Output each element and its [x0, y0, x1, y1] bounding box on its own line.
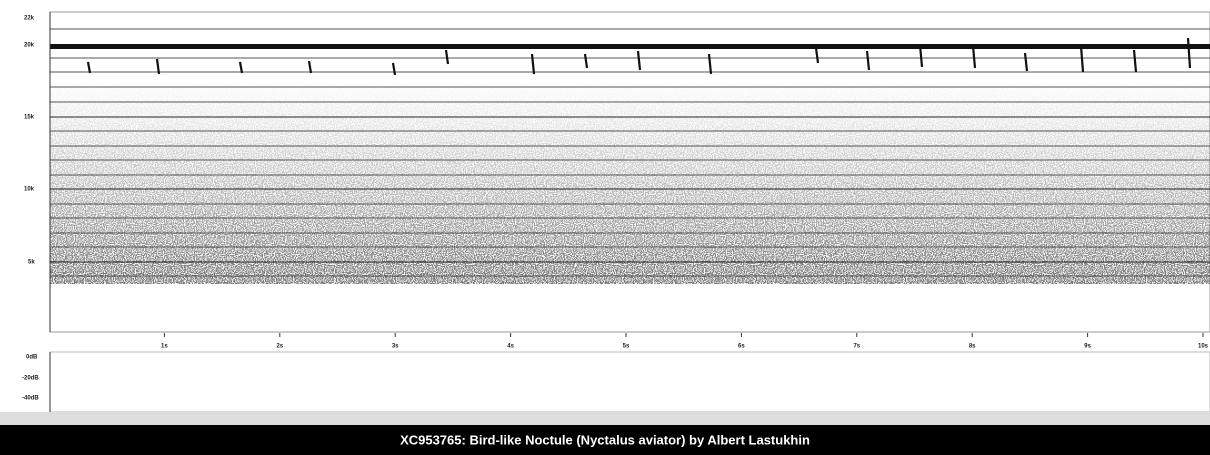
y-tick-label: 10k [24, 187, 35, 193]
call [814, 47, 820, 64]
x-tick-label: 3s [392, 344, 399, 350]
level-panel [49, 351, 1210, 413]
x-tick-label: 9s [1084, 344, 1091, 350]
call [583, 53, 589, 69]
call [238, 61, 244, 74]
frequency-grid [50, 28, 1210, 277]
call [444, 49, 450, 65]
call [86, 61, 92, 74]
level-tick-label: -40dB [22, 396, 39, 402]
y-tick-label: 15k [24, 115, 35, 121]
call [865, 50, 871, 71]
call [1023, 52, 1029, 72]
call [530, 53, 536, 75]
call [1186, 37, 1192, 69]
x-tick-label: 8s [969, 344, 976, 350]
call [636, 50, 642, 71]
call [971, 45, 977, 69]
tonal-band [50, 44, 1210, 49]
separator [0, 412, 1210, 425]
x-tick-label: 7s [853, 344, 860, 350]
caption: XC953765: Bird-like Noctule (Nyctalus av… [400, 432, 810, 447]
call [391, 62, 397, 76]
y-tick-label: 5k [28, 260, 35, 266]
call [307, 60, 313, 74]
call [918, 44, 924, 68]
x-tick-label: 2s [276, 344, 283, 350]
call [1079, 45, 1085, 73]
caption-bar [0, 425, 1210, 455]
level-tick-label: 0dB [26, 355, 38, 361]
x-tick-label: 4s [507, 344, 514, 350]
x-tick-label: 10s [1198, 344, 1209, 350]
call [155, 58, 161, 75]
noise-texture [50, 82, 1210, 284]
y-tick-label: 20k [24, 43, 35, 49]
call-marks [86, 37, 1192, 76]
x-tick-label: 5s [623, 344, 630, 350]
x-tick-label: 1s [161, 344, 168, 350]
call [707, 53, 713, 75]
x-tick-label: 6s [738, 344, 745, 350]
call [1132, 49, 1138, 73]
level-tick-label: -20dB [22, 376, 39, 382]
y-tick-label: 22k [24, 16, 35, 22]
